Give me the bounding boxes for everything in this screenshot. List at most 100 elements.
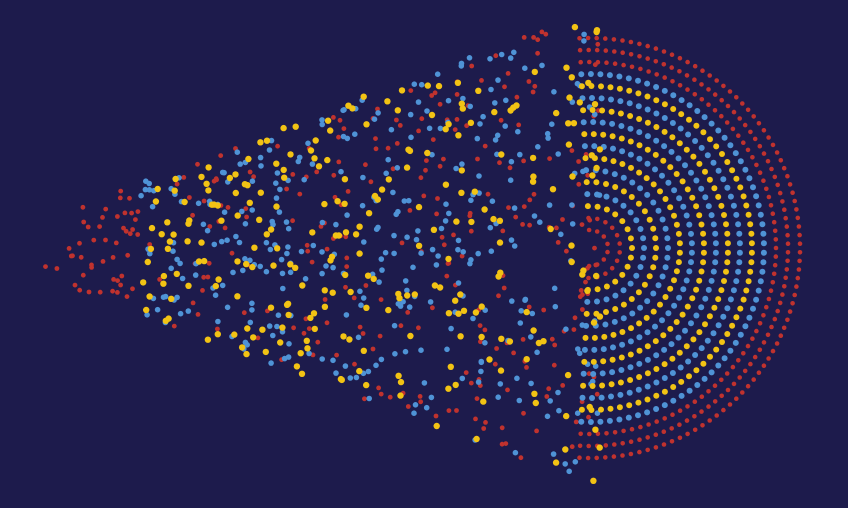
blue-dot (685, 358, 692, 365)
yellow-dot (678, 378, 685, 385)
yellow-dot (403, 164, 411, 171)
blue-dot (712, 249, 719, 256)
yellow-dot (324, 156, 331, 164)
yellow-dot (628, 164, 634, 171)
blue-dot (708, 277, 715, 284)
red-dot (617, 250, 622, 255)
yellow-dot (568, 242, 575, 249)
blue-dot (411, 410, 417, 417)
red-dot (772, 316, 778, 322)
red-dot (492, 361, 498, 367)
blue-dot (508, 158, 515, 165)
blue-dot (680, 286, 687, 293)
red-dot (654, 72, 659, 77)
red-dot (785, 250, 791, 255)
red-dot (792, 198, 797, 204)
red-dot (653, 432, 659, 438)
blue-dot (522, 65, 528, 71)
blue-dot (581, 31, 587, 38)
yellow-dot (598, 83, 604, 90)
red-dot (669, 426, 674, 431)
red-dot (794, 284, 799, 289)
yellow-dot (737, 184, 744, 191)
yellow-dot (356, 367, 363, 375)
blue-dot (612, 292, 619, 299)
red-dot (387, 394, 393, 400)
blue-dot (528, 380, 534, 387)
yellow-dot (270, 262, 277, 269)
blue-dot (410, 264, 416, 271)
yellow-dot (257, 189, 264, 196)
blue-dot (610, 344, 616, 351)
blue-dot (655, 282, 662, 289)
yellow-dot (673, 319, 680, 325)
yellow-dot (585, 79, 592, 87)
blue-dot (618, 367, 625, 373)
yellow-dot (303, 337, 310, 344)
blue-dot (276, 209, 283, 215)
yellow-dot (298, 370, 306, 377)
yellow-dot (619, 218, 626, 225)
yellow-dot (581, 131, 588, 138)
blue-dot (270, 332, 276, 339)
red-dot (592, 62, 598, 68)
blue-dot (426, 125, 433, 132)
blue-dot (373, 226, 380, 232)
red-dot (80, 272, 86, 278)
blue-dot (721, 134, 728, 141)
red-dot (334, 352, 339, 358)
blue-dot (413, 236, 420, 243)
yellow-dot (696, 160, 703, 167)
red-dot (766, 135, 771, 140)
yellow-dot (644, 370, 651, 377)
yellow-dot (600, 131, 607, 138)
red-dot (712, 383, 718, 389)
blue-dot (470, 315, 476, 322)
blue-dot (274, 323, 280, 330)
red-dot (336, 134, 341, 140)
yellow-dot (385, 176, 392, 183)
yellow-dot (340, 333, 347, 340)
blue-dot (529, 310, 536, 317)
blue-dot (677, 364, 684, 371)
blue-dot (535, 144, 541, 150)
red-dot (604, 431, 609, 436)
blue-dot (274, 170, 281, 176)
red-dot (712, 92, 718, 97)
red-dot (531, 35, 536, 40)
blue-dot (357, 288, 363, 295)
red-dot (432, 90, 438, 96)
red-dot (751, 114, 756, 119)
blue-dot (455, 237, 462, 244)
blue-dot (655, 207, 662, 214)
yellow-dot (592, 426, 599, 433)
blue-dot (477, 121, 483, 127)
yellow-dot (653, 97, 660, 104)
yellow-dot (660, 332, 667, 339)
blue-dot (746, 175, 753, 182)
red-dot (603, 271, 608, 277)
blue-dot (507, 177, 514, 183)
yellow-dot (700, 129, 707, 136)
blue-dot (239, 208, 245, 215)
yellow-dot (453, 218, 460, 225)
yellow-dot (334, 198, 341, 205)
red-dot (475, 156, 480, 162)
yellow-dot (700, 249, 707, 256)
red-dot (714, 78, 719, 83)
red-dot (437, 101, 443, 107)
red-dot (373, 136, 378, 142)
yellow-dot (442, 181, 450, 188)
yellow-dot (718, 202, 725, 209)
yellow-dot (204, 336, 212, 343)
yellow-dot (436, 284, 444, 291)
red-dot (621, 62, 626, 68)
yellow-dot (454, 79, 462, 87)
yellow-dot (581, 358, 588, 365)
yellow-dot (321, 287, 328, 294)
yellow-dot (590, 477, 597, 484)
blue-dot (237, 161, 243, 167)
blue-dot (712, 240, 719, 247)
yellow-dot (628, 194, 635, 200)
blue-dot (627, 209, 634, 216)
